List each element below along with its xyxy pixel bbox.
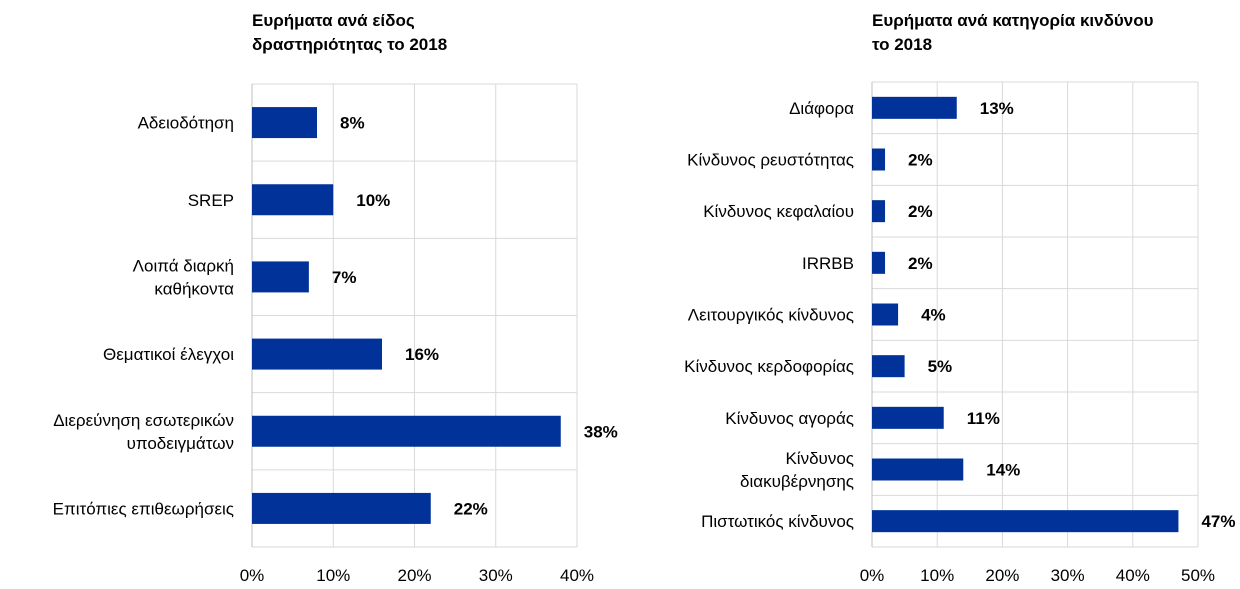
risk-bar [872, 355, 905, 378]
risk-bar [872, 148, 886, 171]
risk-category-label: Πιστωτικός κίνδυνος [701, 512, 854, 531]
risk-value-label: 2% [908, 254, 933, 273]
risk-bar [872, 303, 899, 326]
risk-value-label: 5% [928, 357, 953, 376]
chart-title-risk: Ευρήματα ανά κατηγορία κινδύνου το 2018 [872, 11, 1154, 54]
activity-bar [252, 184, 334, 216]
activity-value-label: 22% [454, 499, 488, 518]
risk-bar [872, 200, 886, 223]
activity-bar [252, 338, 382, 370]
risk-value-label: 2% [908, 202, 933, 221]
risk-category-label: Κίνδυνος αγοράς [725, 409, 854, 428]
risk-bar [872, 510, 1179, 533]
activity-category-label: Λοιπά διαρκή καθήκοντα [133, 256, 234, 298]
risk-bar [872, 251, 886, 274]
activity-category-label: Θεματικοί έλεγχοι [103, 345, 234, 364]
risk-category-label: Κίνδυνος κερδοφορίας [684, 357, 854, 376]
risk-category-label: Κίνδυνος ρευστότητας [687, 151, 854, 170]
risk-value-label: 2% [908, 151, 933, 170]
risk-tick-label: 10% [920, 566, 954, 585]
risk-value-label: 47% [1201, 512, 1235, 531]
risk-category-label: Κίνδυνος διακυβέρνησης [740, 449, 854, 491]
activity-tick-label: 20% [397, 566, 431, 585]
activity-category-label: Επιτόπιες επιθεωρήσεις [53, 499, 234, 518]
risk-bar [872, 458, 964, 481]
risk-value-label: 13% [980, 99, 1014, 118]
activity-bar [252, 261, 309, 293]
risk-tick-label: 0% [860, 566, 885, 585]
activity-tick-label: 10% [316, 566, 350, 585]
risk-value-label: 4% [921, 306, 946, 325]
risk-tick-label: 40% [1116, 566, 1150, 585]
risk-category-label: IRRBB [802, 254, 854, 273]
activity-value-label: 10% [356, 191, 390, 210]
risk-bar [872, 406, 944, 429]
activity-value-label: 8% [340, 114, 365, 133]
risk-value-label: 11% [967, 409, 1000, 428]
chart-title-activity: Ευρήματα ανά είδος δραστηριότητας το 201… [252, 11, 448, 54]
risk-category-label: Διάφορα [789, 99, 854, 118]
activity-category-label: Διερεύνηση εσωτερικών υποδειγμάτων [53, 411, 234, 453]
risk-category-label: Κίνδυνος κεφαλαίου [703, 202, 854, 221]
activity-value-label: 38% [584, 422, 618, 441]
activity-value-label: 16% [405, 345, 439, 364]
activity-bar [252, 415, 561, 447]
risk-tick-label: 50% [1181, 566, 1215, 585]
activity-tick-label: 40% [560, 566, 594, 585]
activity-category-label: Αδειοδότηση [138, 114, 234, 133]
risk-bar [872, 96, 957, 119]
risk-tick-label: 30% [1051, 566, 1085, 585]
activity-bar [252, 107, 317, 139]
activity-category-label: SREP [188, 191, 234, 210]
risk-tick-label: 20% [985, 566, 1019, 585]
activity-bar [252, 492, 431, 524]
risk-value-label: 14% [986, 461, 1020, 480]
activity-tick-label: 0% [240, 566, 265, 585]
risk-category-label: Λειτουργικός κίνδυνος [688, 306, 854, 325]
activity-value-label: 7% [332, 268, 357, 287]
activity-tick-label: 30% [479, 566, 513, 585]
